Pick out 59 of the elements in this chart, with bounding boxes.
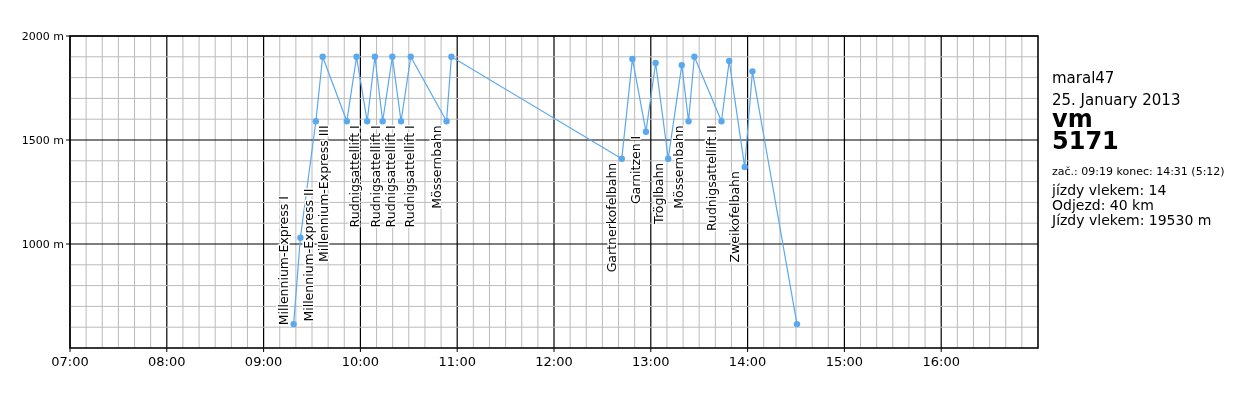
point bbox=[343, 118, 351, 125]
annotation: Millennium-Express III bbox=[316, 125, 332, 262]
point bbox=[319, 53, 326, 60]
point bbox=[389, 53, 396, 60]
x-tick-label: 08:00 bbox=[148, 354, 186, 369]
point bbox=[407, 53, 414, 60]
point bbox=[678, 61, 685, 69]
annotation: Rudnigsattellift I bbox=[347, 125, 363, 228]
annotation: Tröglbahn bbox=[650, 162, 666, 225]
x-tick-label: 16:00 bbox=[922, 354, 960, 369]
text: Odjezd: 40 km bbox=[1052, 197, 1154, 213]
point bbox=[363, 118, 371, 125]
annotation: Mössernbahn bbox=[429, 125, 445, 209]
point bbox=[379, 118, 386, 125]
point bbox=[718, 118, 725, 125]
annotation: Gartnerkofelbahn bbox=[604, 162, 620, 273]
point bbox=[618, 155, 625, 162]
point bbox=[793, 320, 801, 328]
point bbox=[371, 53, 379, 60]
point bbox=[397, 118, 405, 125]
annotation: Zweikofelbahn bbox=[727, 171, 743, 263]
annotation: Millennium-Express I bbox=[276, 196, 292, 326]
y-tick-label: 2000 m bbox=[21, 29, 64, 43]
point bbox=[691, 53, 698, 60]
y-tick-label: 1000 m bbox=[21, 237, 64, 251]
point bbox=[665, 155, 672, 162]
y-tick-label: 1500 m bbox=[21, 133, 64, 147]
text: zač.: 09:19 konec: 14:31 (5:12) bbox=[1052, 165, 1225, 178]
annotation: Millennium-Express II bbox=[300, 188, 316, 322]
text: 5171 bbox=[1052, 127, 1119, 155]
point bbox=[652, 59, 659, 67]
text: Jízdy vlekem: 19530 m bbox=[1051, 212, 1212, 228]
annotation: Rudnigsattellift I bbox=[383, 125, 399, 228]
point bbox=[448, 53, 455, 60]
x-tick-label: 15:00 bbox=[825, 354, 864, 369]
point bbox=[443, 118, 450, 125]
point bbox=[749, 68, 756, 75]
point bbox=[741, 163, 748, 171]
point bbox=[629, 55, 636, 63]
annotation: Garnitzen I bbox=[628, 135, 644, 205]
point bbox=[726, 57, 733, 65]
text: jízdy vlekem: 14 bbox=[1051, 182, 1167, 198]
x-tick-label: 13:00 bbox=[632, 354, 670, 369]
x-tick-label: 10:00 bbox=[341, 354, 380, 369]
point bbox=[353, 53, 360, 60]
x-tick-label: 07:00 bbox=[51, 354, 89, 369]
x-tick-label: 12:00 bbox=[535, 354, 573, 369]
point bbox=[312, 118, 320, 125]
point bbox=[685, 118, 692, 125]
x-tick-label: 11:00 bbox=[438, 354, 476, 369]
point bbox=[642, 128, 650, 135]
text: maral47 bbox=[1052, 69, 1115, 87]
annotation: Rudnigsattellift II bbox=[703, 125, 719, 232]
x-tick-label: 14:00 bbox=[728, 354, 767, 369]
annotation: Mössernbahn bbox=[671, 125, 687, 209]
annotation: Rudnigsattellift I bbox=[367, 125, 383, 228]
x-tick-label: 09:00 bbox=[244, 354, 283, 369]
annotation: Rudnigsattellift I bbox=[401, 125, 417, 228]
point bbox=[290, 320, 297, 328]
